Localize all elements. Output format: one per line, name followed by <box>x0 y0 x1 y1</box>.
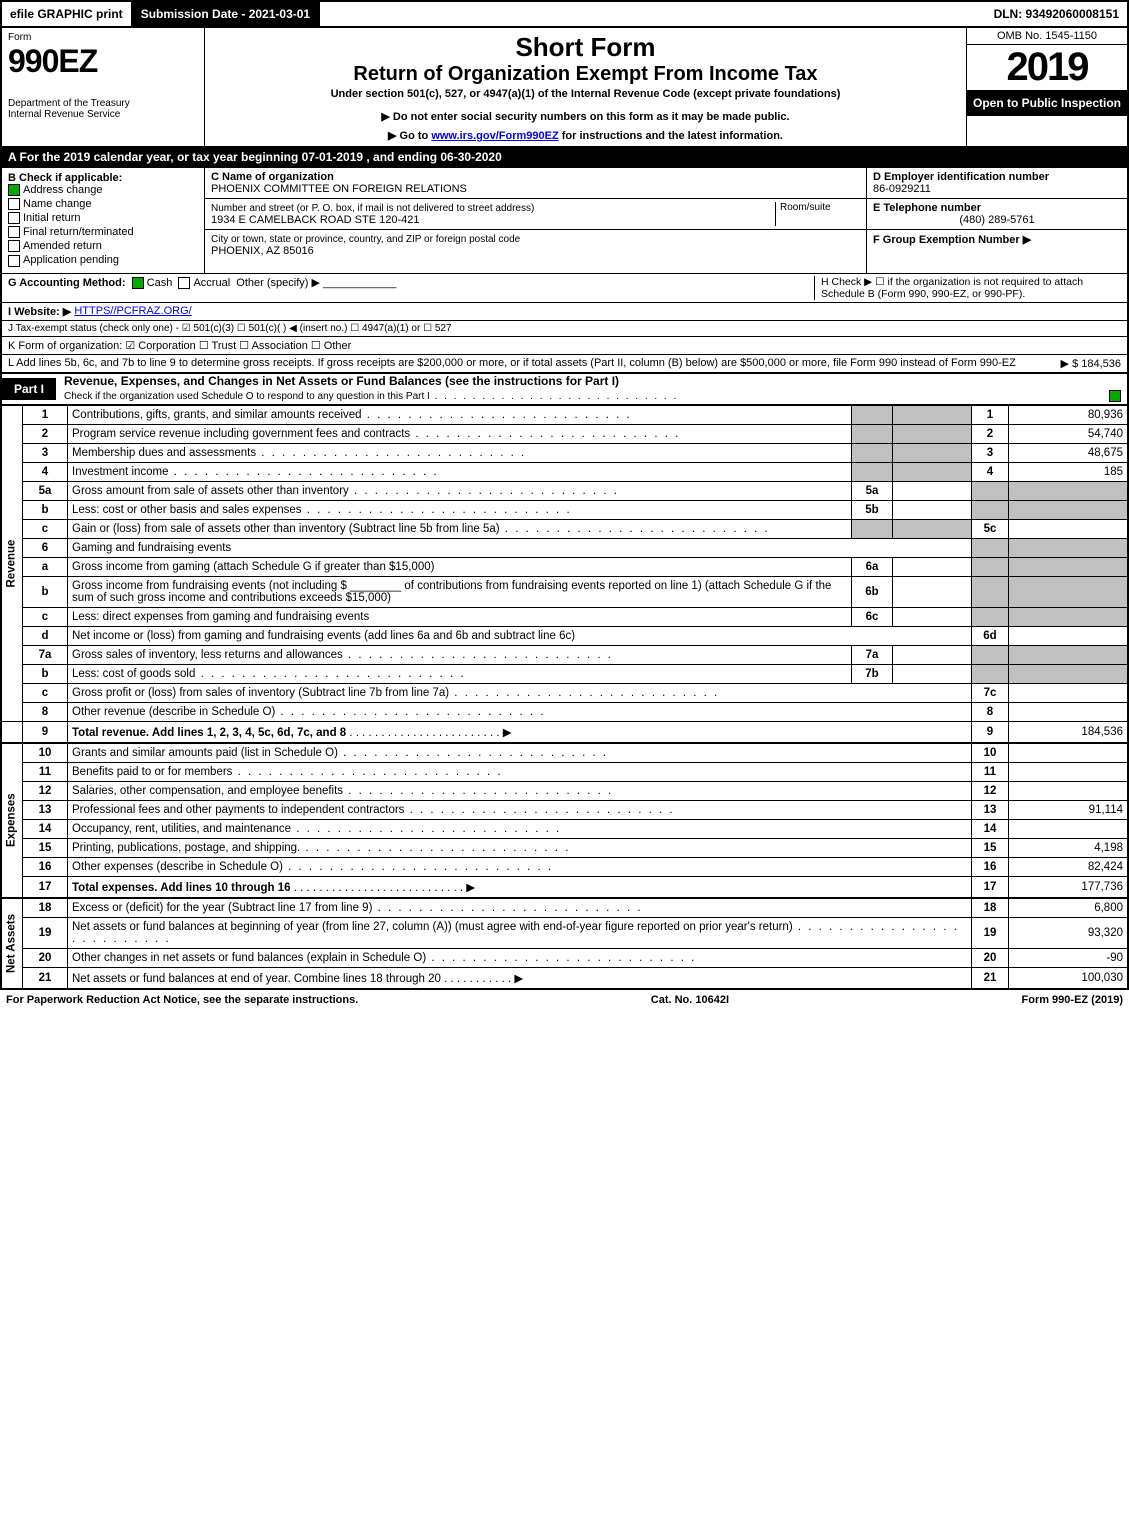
line-4-text: Investment income <box>68 462 852 481</box>
org-city: PHOENIX, AZ 85016 <box>211 245 314 257</box>
line-21-amount: 100,030 <box>1009 967 1129 989</box>
org-street: 1934 E CAMELBACK ROAD STE 120-421 <box>211 214 419 226</box>
line-7c-text: Gross profit or (loss) from sales of inv… <box>68 683 972 702</box>
form-tag: Form 990-EZ (2019) <box>1022 994 1123 1006</box>
line-k-org-form: K Form of organization: ☑ Corporation ☐ … <box>0 337 1129 355</box>
box-d-e-f: D Employer identification number 86-0929… <box>866 168 1127 273</box>
line-11-text: Benefits paid to or for members <box>68 762 972 781</box>
org-info-grid: B Check if applicable: Address change Na… <box>0 168 1129 273</box>
line-16-text: Other expenses (describe in Schedule O) <box>68 857 972 876</box>
box-c-org: C Name of organization PHOENIX COMMITTEE… <box>205 168 866 273</box>
line-17-text: Total expenses. Add lines 10 through 16 … <box>68 876 972 898</box>
line-4-amount: 185 <box>1009 462 1129 481</box>
line-9-text: Total revenue. Add lines 1, 2, 3, 4, 5c,… <box>68 721 972 743</box>
line-1-text: Contributions, gifts, grants, and simila… <box>68 406 852 425</box>
dln: DLN: 93492060008151 <box>986 2 1127 26</box>
line-6d-text: Net income or (loss) from gaming and fun… <box>68 626 972 645</box>
line-j-tax-exempt: J Tax-exempt status (check only one) - ☑… <box>0 321 1129 337</box>
check-amended-return[interactable]: Amended return <box>8 240 198 252</box>
line-l-amount: ▶ $ 184,536 <box>1061 357 1121 370</box>
line-h-schedule-b: H Check ▶ ☐ if the organization is not r… <box>814 276 1121 300</box>
line-i-website: I Website: ▶ HTTPS//PCFRAZ.ORG/ <box>0 303 1129 321</box>
omb-number: OMB No. 1545-1150 <box>967 28 1127 45</box>
paperwork-notice: For Paperwork Reduction Act Notice, see … <box>6 994 358 1006</box>
line-5a-text: Gross amount from sale of assets other t… <box>68 481 852 500</box>
check-initial-return[interactable]: Initial return <box>8 212 198 224</box>
open-to-public: Open to Public Inspection <box>967 90 1127 116</box>
line-3-amount: 48,675 <box>1009 443 1129 462</box>
room-suite-label: Room/suite <box>775 202 860 226</box>
line-20-amount: -90 <box>1009 948 1129 967</box>
ein: 86-0929211 <box>873 183 931 195</box>
line-13-text: Professional fees and other payments to … <box>68 800 972 819</box>
ssn-warning: ▶ Do not enter social security numbers o… <box>211 110 960 123</box>
line-10-text: Grants and similar amounts paid (list in… <box>68 743 972 763</box>
form-label: Form <box>8 32 198 43</box>
group-exemption: F Group Exemption Number ▶ <box>873 234 1031 246</box>
line-15-text: Printing, publications, postage, and shi… <box>68 838 972 857</box>
line-6-text: Gaming and fundraising events <box>68 538 972 557</box>
line-20-text: Other changes in net assets or fund bala… <box>68 948 972 967</box>
check-final-return[interactable]: Final return/terminated <box>8 226 198 238</box>
short-form-title: Short Form <box>211 32 960 63</box>
line-18-amount: 6,800 <box>1009 898 1129 918</box>
line-15-amount: 4,198 <box>1009 838 1129 857</box>
line-16-amount: 82,424 <box>1009 857 1129 876</box>
line-5c-text: Gain or (loss) from sale of assets other… <box>68 519 852 538</box>
goto-line: ▶ Go to www.irs.gov/Form990EZ for instru… <box>211 129 960 142</box>
top-bar: efile GRAPHIC print Submission Date - 20… <box>0 0 1129 28</box>
line-7b-text: Less: cost of goods sold <box>68 664 852 683</box>
box-b-checklist: B Check if applicable: Address change Na… <box>2 168 205 273</box>
form-header: Form 990EZ Department of the Treasury In… <box>0 28 1129 148</box>
line-19-amount: 93,320 <box>1009 917 1129 948</box>
part-i-table: Revenue 1Contributions, gifts, grants, a… <box>0 406 1129 990</box>
check-address-change[interactable]: Address change <box>8 184 198 196</box>
line-2-text: Program service revenue including govern… <box>68 424 852 443</box>
line-2-amount: 54,740 <box>1009 424 1129 443</box>
netassets-section-label: Net Assets <box>1 898 23 989</box>
line-l-gross-receipts: L Add lines 5b, 6c, and 7b to line 9 to … <box>0 355 1129 374</box>
line-6b-text: Gross income from fundraising events (no… <box>68 576 852 607</box>
part-i-header: Part I Revenue, Expenses, and Changes in… <box>0 374 1129 406</box>
org-name: PHOENIX COMMITTEE ON FOREIGN RELATIONS <box>211 183 467 195</box>
check-application-pending[interactable]: Application pending <box>8 254 198 266</box>
line-7a-text: Gross sales of inventory, less returns a… <box>68 645 852 664</box>
cat-no: Cat. No. 10642I <box>651 994 729 1006</box>
line-17-amount: 177,736 <box>1009 876 1129 898</box>
line-5b-text: Less: cost or other basis and sales expe… <box>68 500 852 519</box>
line-13-amount: 91,114 <box>1009 800 1129 819</box>
line-a-tax-year: A For the 2019 calendar year, or tax yea… <box>0 148 1129 168</box>
line-6a-text: Gross income from gaming (attach Schedul… <box>68 557 852 576</box>
subtitle: Under section 501(c), 527, or 4947(a)(1)… <box>211 88 960 100</box>
efile-print-button[interactable]: efile GRAPHIC print <box>2 2 133 26</box>
line-g-accounting: G Accounting Method: Cash Accrual Other … <box>8 276 814 300</box>
line-6c-text: Less: direct expenses from gaming and fu… <box>68 607 852 626</box>
telephone: (480) 289-5761 <box>873 214 1121 226</box>
line-21-text: Net assets or fund balances at end of ye… <box>68 967 972 989</box>
line-14-text: Occupancy, rent, utilities, and maintena… <box>68 819 972 838</box>
line-3-text: Membership dues and assessments <box>68 443 852 462</box>
line-19-text: Net assets or fund balances at beginning… <box>68 917 972 948</box>
line-12-text: Salaries, other compensation, and employ… <box>68 781 972 800</box>
line-9-amount: 184,536 <box>1009 721 1129 743</box>
part-i-check-o: Check if the organization used Schedule … <box>64 391 678 402</box>
part-i-label: Part I <box>2 378 56 400</box>
revenue-section-label: Revenue <box>1 406 23 722</box>
irs-label: Internal Revenue Service <box>8 109 198 120</box>
form-number: 990EZ <box>8 43 198 80</box>
line-18-text: Excess or (deficit) for the year (Subtra… <box>68 898 972 918</box>
submission-date: Submission Date - 2021-03-01 <box>133 2 320 26</box>
tax-year: 2019 <box>967 45 1127 90</box>
main-title: Return of Organization Exempt From Incom… <box>211 63 960 86</box>
line-1-amount: 80,936 <box>1009 406 1129 425</box>
irs-link[interactable]: www.irs.gov/Form990EZ <box>431 130 558 142</box>
dept-treasury: Department of the Treasury <box>8 98 198 109</box>
expenses-section-label: Expenses <box>1 743 23 898</box>
page-footer: For Paperwork Reduction Act Notice, see … <box>0 990 1129 1010</box>
line-8-text: Other revenue (describe in Schedule O) <box>68 702 972 721</box>
check-name-change[interactable]: Name change <box>8 198 198 210</box>
website-link[interactable]: HTTPS//PCFRAZ.ORG/ <box>74 305 191 318</box>
